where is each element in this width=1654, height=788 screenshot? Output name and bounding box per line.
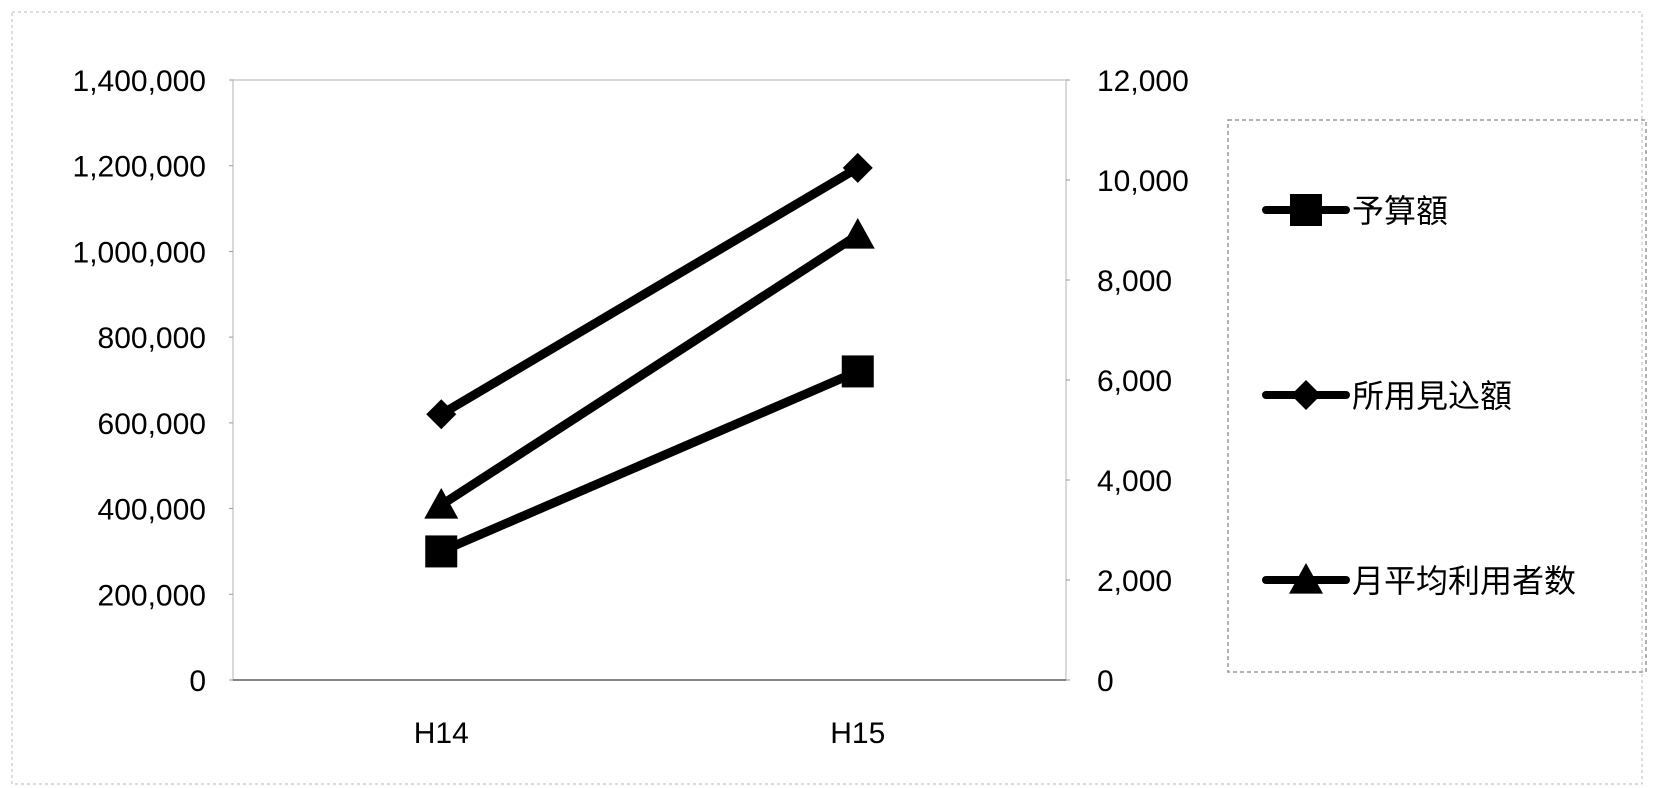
left-y-axis: 0 200,000 400,000 600,000 800,000 1,000,000 1,… [73,65,233,698]
series-line [436,366,863,556]
plot-area [232,79,1067,681]
legend-label: 予算額 [1352,192,1448,230]
legend-marker [1290,194,1322,226]
right-tick-label: 0 [1097,665,1114,698]
legend-label: 月平均利用者数 [1352,562,1576,600]
right-tick-label: 10,000 [1097,165,1189,198]
right-y-axis: 0 2,000 4,000 6,000 8,000 10,000 12,000 [1066,65,1189,698]
series-marker [426,399,457,430]
right-tick-label: 8,000 [1097,265,1172,298]
right-tick-label: 4,000 [1097,465,1172,498]
legend-marker [1289,563,1323,594]
series-marker [425,535,458,568]
right-tick-label: 2,000 [1097,565,1172,598]
left-tick-label: 1,200,000 [73,151,206,184]
x-tick-label: H15 [830,717,885,750]
x-tick-label: H14 [414,717,469,750]
left-tick-label: 0 [189,665,206,698]
series-layer [424,152,875,568]
series-marker [840,218,875,249]
x-axis: H14 H15 [414,717,886,750]
legend-label: 所用見込額 [1352,377,1512,415]
series-marker [424,488,459,519]
left-tick-label: 600,000 [98,408,206,441]
left-tick-label: 800,000 [98,322,206,355]
series-line [436,163,863,419]
series-marker [841,355,874,388]
left-tick-label: 1,400,000 [73,65,206,98]
right-tick-label: 12,000 [1097,65,1189,98]
series-line [436,230,863,510]
chart-frame [11,11,1643,785]
legend-box [1227,119,1647,673]
left-tick-label: 1,000,000 [73,236,206,269]
right-tick-label: 6,000 [1097,365,1172,398]
left-tick-label: 200,000 [98,579,206,612]
left-tick-label: 400,000 [98,494,206,527]
series-marker [842,152,873,183]
legend-marker [1291,380,1321,410]
